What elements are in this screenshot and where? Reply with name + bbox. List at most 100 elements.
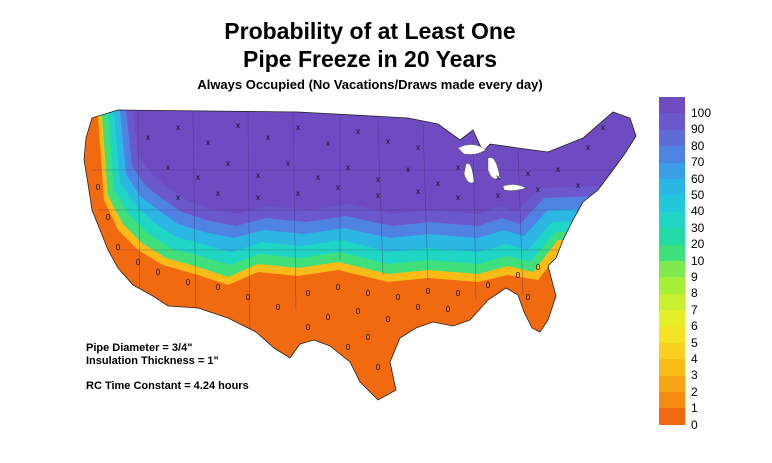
chart-subtitle: Always Occupied (No Vacations/Draws made… (197, 77, 543, 92)
station-marker-x: x (406, 165, 410, 174)
legend-label: 100 (691, 106, 712, 120)
us-outline (83, 109, 637, 401)
station-marker-0: 0 (96, 183, 101, 192)
legend-label: 80 (691, 138, 705, 153)
station-marker-0: 0 (486, 281, 491, 290)
station-marker-0: 0 (386, 315, 391, 324)
station-marker-0: 0 (116, 243, 121, 252)
color-legend (659, 97, 685, 425)
station-marker-x: x (236, 121, 240, 130)
station-marker-x: x (456, 193, 460, 202)
legend-label: 10 (691, 253, 705, 268)
station-marker-x: x (286, 159, 290, 168)
legend-swatch (659, 228, 685, 245)
station-marker-0: 0 (246, 293, 251, 302)
legend-swatch (659, 392, 685, 409)
legend-swatch (659, 146, 685, 163)
legend-swatch (659, 178, 685, 196)
station-marker-x: x (196, 173, 200, 182)
station-marker-x: x (296, 123, 300, 132)
station-marker-x: x (336, 183, 340, 192)
station-marker-x: x (316, 173, 320, 182)
legend-swatch (659, 359, 685, 376)
legend-swatch (659, 293, 685, 311)
station-marker-0: 0 (186, 278, 191, 287)
legend-swatch (659, 244, 685, 261)
station-marker-0: 0 (396, 293, 401, 302)
station-marker-0: 0 (526, 293, 531, 302)
state-borders (92, 111, 636, 336)
station-marker-0: 0 (346, 343, 351, 352)
station-marker-0: 0 (416, 303, 421, 312)
legend-label: 1 (691, 401, 698, 416)
chart-title-line1: Probability of at Least One (224, 18, 516, 44)
legend-swatch (659, 277, 685, 294)
station-marker-x: x (226, 159, 230, 168)
legend-label: 8 (691, 286, 698, 301)
station-marker-0: 0 (336, 283, 341, 292)
legend-label: 70 (691, 155, 705, 170)
legend-label: 9 (691, 270, 698, 284)
station-marker-x: x (456, 163, 460, 172)
station-marker-x: x (376, 175, 380, 184)
station-marker-x: x (146, 133, 150, 142)
station-marker-x: x (216, 189, 220, 198)
station-marker-0: 0 (306, 323, 311, 332)
legend-label: 40 (691, 204, 705, 219)
station-marker-0: 0 (106, 213, 111, 222)
legend-swatch (659, 195, 685, 212)
legend-swatch (659, 342, 685, 360)
station-marker-0: 0 (136, 258, 141, 267)
station-marker-x: x (346, 163, 350, 172)
station-marker-x: x (326, 139, 330, 148)
legend-label: 20 (691, 237, 705, 252)
legend-label: 4 (691, 352, 698, 366)
station-marker-0: 0 (356, 307, 361, 316)
pipe-diameter-label: Pipe Diameter = 3/4" (86, 342, 193, 354)
station-marker-x: x (176, 123, 180, 132)
station-marker-x: x (526, 169, 530, 178)
station-marker-x: x (496, 173, 500, 182)
legend-label: 90 (691, 122, 705, 137)
station-marker-x: x (586, 143, 590, 152)
station-marker-x: x (436, 179, 440, 188)
station-marker-0: 0 (366, 289, 371, 298)
station-marker-0: 0 (276, 303, 281, 312)
station-marker-x: x (256, 171, 260, 180)
station-marker-x: x (576, 181, 580, 190)
station-marker-0: 0 (446, 305, 451, 314)
legend-swatch (659, 162, 685, 179)
station-marker-0: 0 (306, 289, 311, 298)
station-marker-0: 0 (366, 333, 371, 342)
station-marker-x: x (536, 185, 540, 194)
station-marker-x: x (296, 189, 300, 198)
station-marker-0: 0 (536, 263, 541, 272)
station-marker-x: x (496, 191, 500, 200)
chart-title-line2: Pipe Freeze in 20 Years (242, 46, 497, 72)
great-lakes (457, 144, 527, 191)
legend-swatch (659, 129, 685, 147)
legend-swatch (659, 310, 685, 327)
legend-swatch (659, 113, 685, 130)
station-marker-0: 0 (516, 271, 521, 280)
station-marker-x: x (356, 127, 360, 136)
station-marker-x: x (166, 163, 170, 172)
station-marker-0: 0 (456, 289, 461, 298)
legend-label: 6 (691, 319, 698, 334)
station-marker-x: x (206, 138, 210, 147)
legend-label: 30 (691, 220, 705, 235)
station-marker-0: 0 (376, 363, 381, 372)
legend-label: 50 (691, 188, 705, 202)
station-marker-x: x (556, 165, 560, 174)
legend-label: 3 (691, 368, 698, 383)
legend-swatch (659, 326, 685, 343)
rc-time-constant-label: RC Time Constant = 4.24 hours (86, 380, 249, 392)
legend-label: 5 (691, 335, 698, 350)
insulation-thickness-label: Insulation Thickness = 1" (86, 355, 219, 367)
station-marker-0: 0 (216, 283, 221, 292)
legend-label: 0 (691, 417, 698, 432)
station-marker-x: x (176, 193, 180, 202)
station-marker-x: x (386, 137, 390, 146)
legend-swatch (659, 375, 685, 393)
